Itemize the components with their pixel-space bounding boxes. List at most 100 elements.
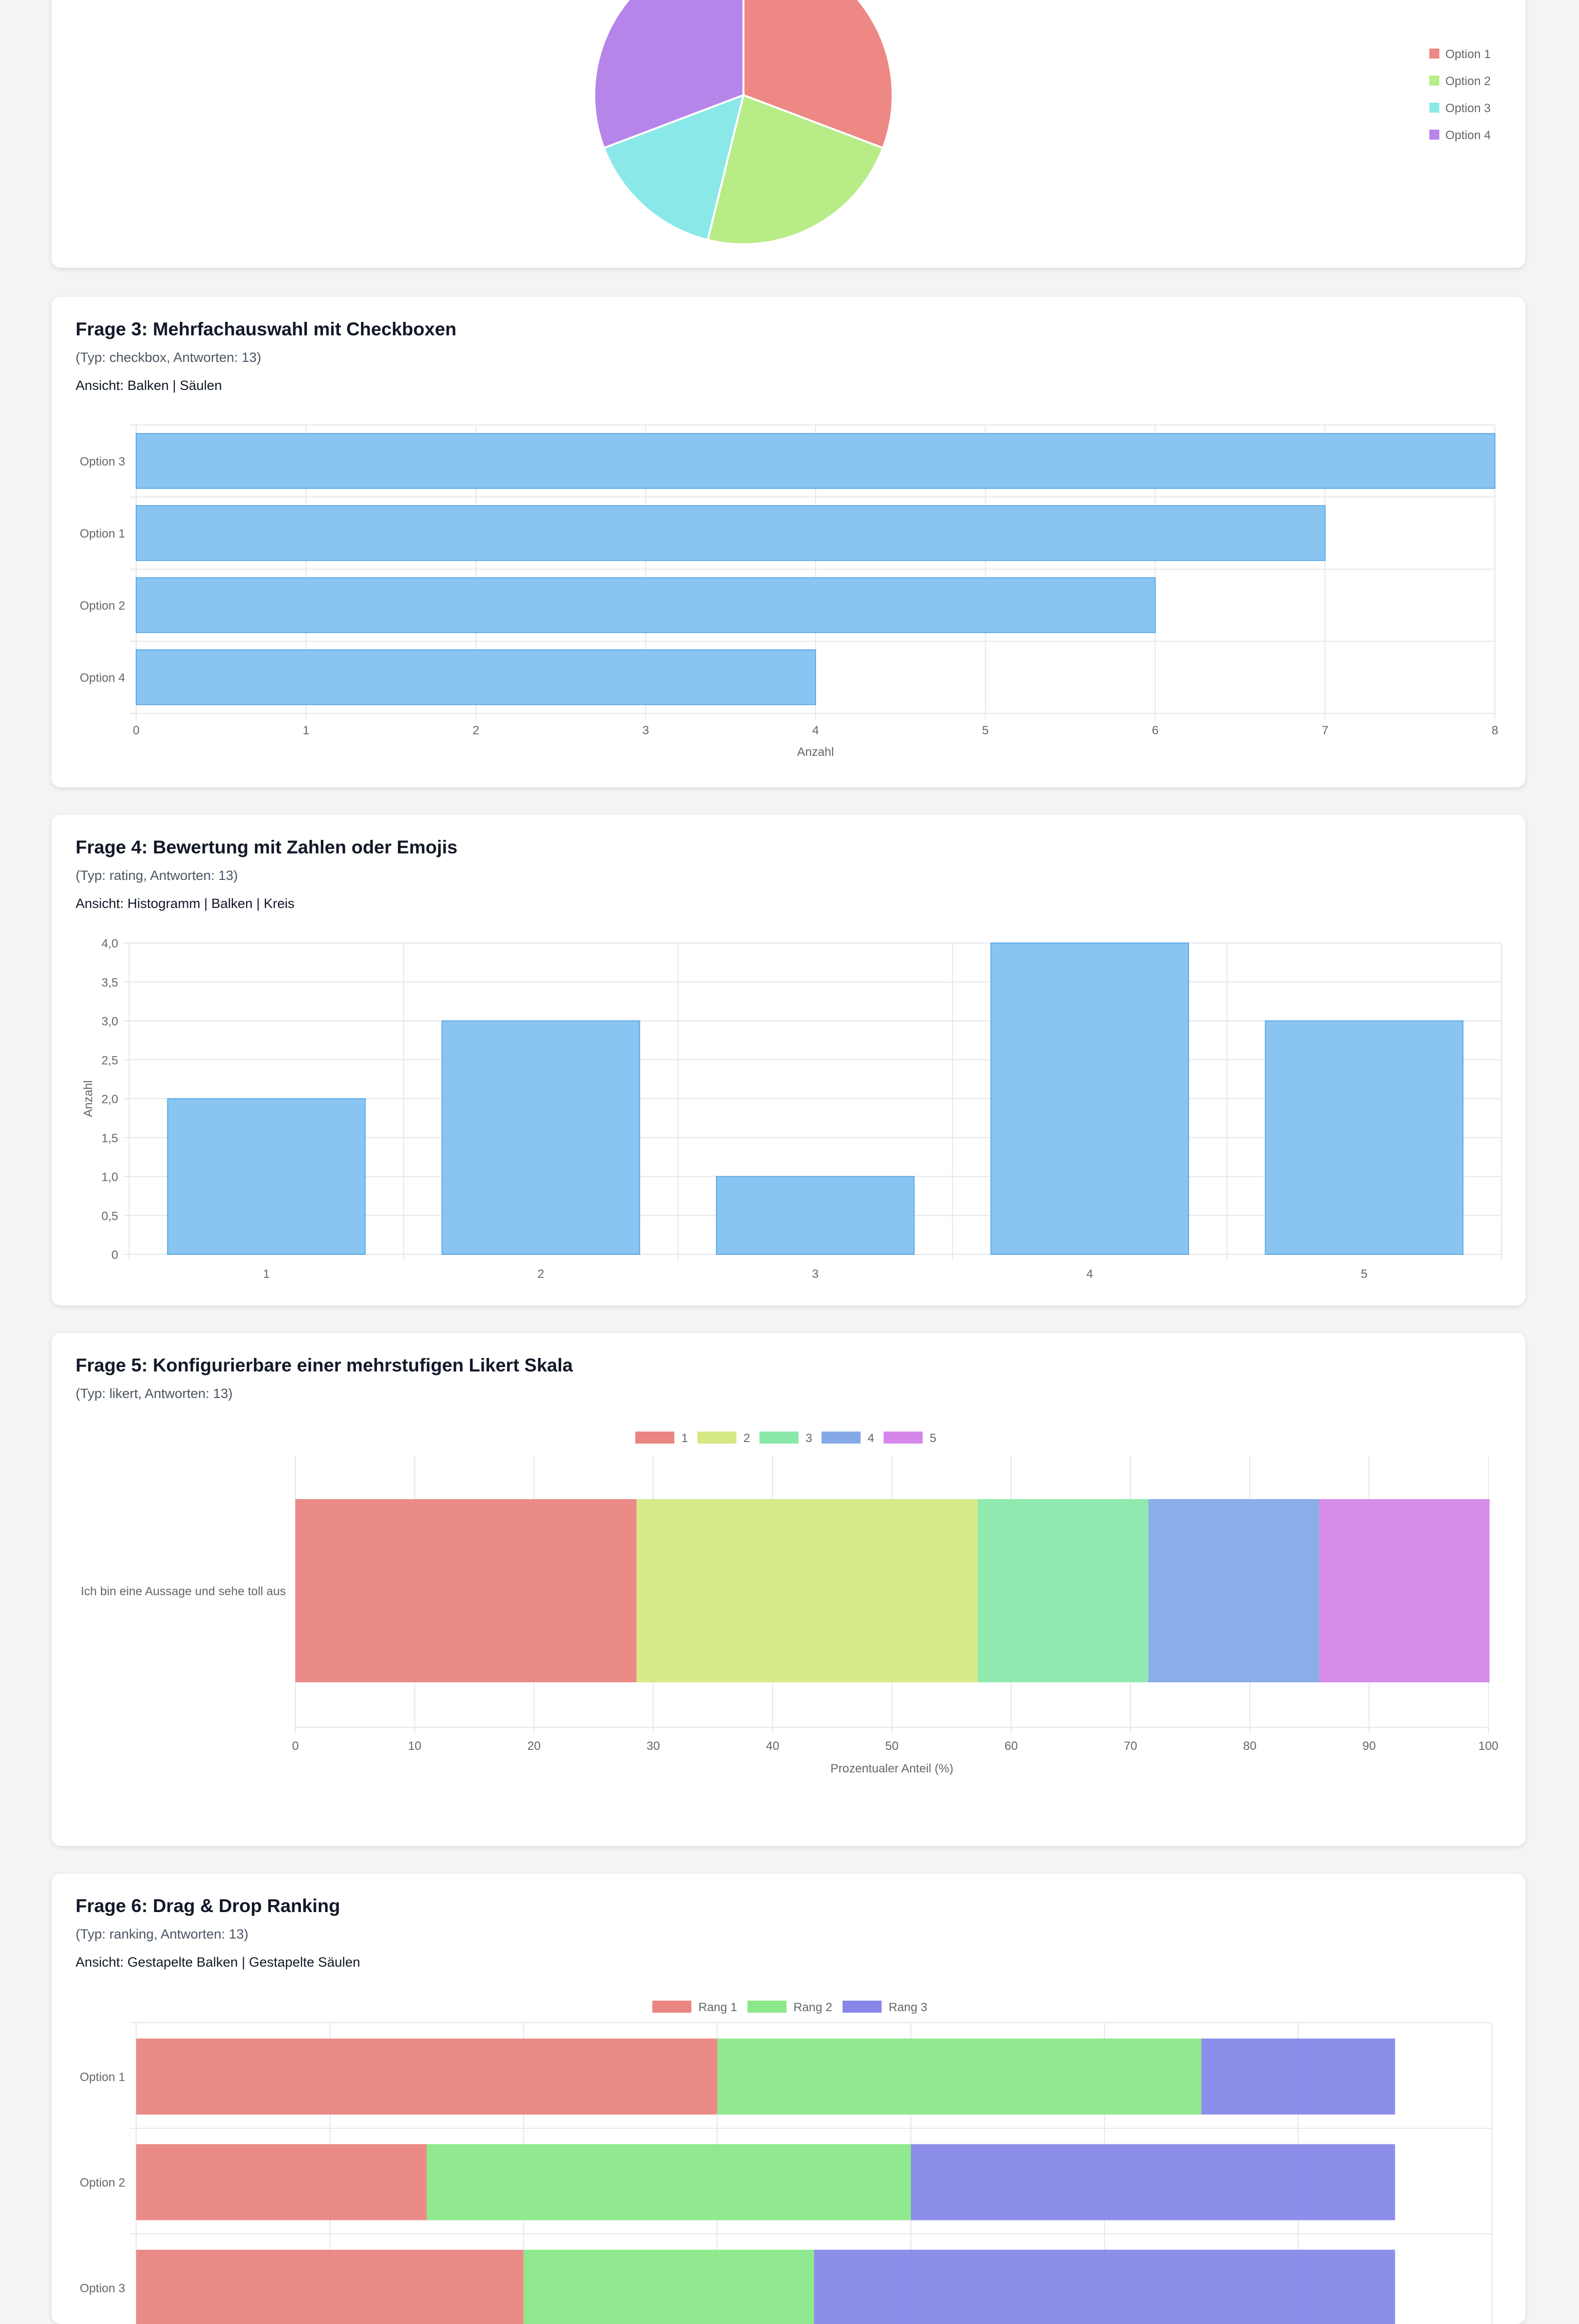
y-tick-label: 3,5 xyxy=(102,976,118,990)
legend-swatch xyxy=(759,1432,799,1444)
x-tick-label: 8 xyxy=(1491,724,1498,737)
legend-label: 2 xyxy=(743,1432,750,1445)
y-axis-title: Anzahl xyxy=(82,1080,95,1117)
x-tick-label: 10 xyxy=(408,1739,422,1753)
pie-slice xyxy=(742,0,894,150)
pie-chart: Option 1 Option 2 Option 3 Option 4 xyxy=(593,0,1491,245)
bar xyxy=(136,433,1495,489)
view-switcher: Ansicht: Gestapelte Balken | Gestapelte … xyxy=(76,1955,360,1970)
legend-label: Rang 2 xyxy=(794,2001,832,2014)
x-tick-label: 50 xyxy=(885,1739,899,1753)
bar-segment xyxy=(1319,1499,1490,1682)
horizontal-bar-chart: 0 1 2 3 4 5 6 7 8 Option 3 Option 1 Option 2 Option … xyxy=(80,424,1498,759)
bar-segment xyxy=(427,2144,911,2220)
vertical-bar-chart: 0 0,5 1,0 1,5 2,0 2,5 3,0 3,5 4,0 1 2 3 4 5 Anzahl xyxy=(82,937,1502,1281)
y-tick-label: 4,0 xyxy=(102,937,118,951)
view-label: Ansicht: xyxy=(76,896,128,911)
x-axis-title: Prozentualer Anteil (%) xyxy=(831,1762,953,1775)
pie-slice xyxy=(706,94,885,245)
view-label: Ansicht: xyxy=(76,378,128,393)
question-title: Frage 4: Bewertung mit Zahlen oder Emoji… xyxy=(76,837,458,857)
x-tick-label: 80 xyxy=(1243,1739,1257,1753)
ranking-stacked-chart: Option 1 Option 2 Option 3 Rang 1 Rang 2 Rang… xyxy=(80,2001,1492,2324)
view-switcher: Ansicht: Balken | Säulen xyxy=(76,378,222,393)
x-tick-label: 30 xyxy=(647,1739,660,1753)
y-tick-label: 3,0 xyxy=(102,1015,118,1029)
question-card-4: Frage 4: Bewertung mit Zahlen oder Emoji… xyxy=(52,815,1525,1305)
legend-swatch xyxy=(1429,103,1439,113)
view-separator: | xyxy=(169,378,180,393)
y-tick-label: Option 1 xyxy=(80,2071,125,2084)
bar-segment xyxy=(636,1499,978,1682)
bar xyxy=(136,505,1326,561)
legend-label: 3 xyxy=(806,1432,812,1445)
legend-label: Rang 3 xyxy=(889,2001,927,2014)
bar-segment xyxy=(814,2249,1395,2324)
x-tick-label: 5 xyxy=(1361,1267,1367,1281)
view-option-gestapelte-saeulen[interactable]: Gestapelte Säulen xyxy=(249,1955,360,1970)
y-tick-label: Ich bin eine Aussage und sehe toll aus xyxy=(81,1585,286,1598)
bar xyxy=(441,1020,640,1255)
y-tick-label: Option 1 xyxy=(80,527,125,541)
legend-swatch xyxy=(652,2001,691,2013)
legend-label: Rang 1 xyxy=(698,2001,737,2014)
x-tick-label: 100 xyxy=(1478,1739,1498,1753)
legend-label: Option 1 xyxy=(1445,48,1491,61)
legend-label: 1 xyxy=(681,1432,688,1445)
question-meta: (Typ: ranking, Antworten: 13) xyxy=(76,1927,249,1942)
question-title: Frage 3: Mehrfachauswahl mit Checkboxen xyxy=(76,319,457,339)
view-separator: | xyxy=(252,896,264,911)
legend-swatch xyxy=(884,1432,923,1444)
y-tick-label: Option 2 xyxy=(80,2176,125,2190)
x-tick-label: 4 xyxy=(1086,1267,1093,1281)
bar-segment xyxy=(136,2249,524,2324)
x-tick-label: 40 xyxy=(766,1739,779,1753)
view-option-balken[interactable]: Balken xyxy=(211,896,253,911)
x-tick-label: 90 xyxy=(1362,1739,1376,1753)
likert-stacked-chart: 0 10 20 30 40 50 60 70 80 90 100 Ich bin eine Aussa… xyxy=(81,1432,1498,1775)
view-option-saeulen[interactable]: Säulen xyxy=(180,378,222,393)
y-tick-label: Option 4 xyxy=(80,671,125,685)
legend-swatch xyxy=(843,2001,882,2013)
bar-segment xyxy=(978,1499,1148,1682)
legend-label: Option 3 xyxy=(1445,102,1491,115)
view-separator: | xyxy=(200,896,212,911)
x-tick-label: 2 xyxy=(538,1267,544,1281)
y-tick-label: 2,0 xyxy=(102,1093,118,1106)
y-tick-label: 0 xyxy=(112,1248,118,1262)
view-option-kreis[interactable]: Kreis xyxy=(263,896,295,911)
x-axis-title: Anzahl xyxy=(797,745,834,759)
pie-slice xyxy=(602,93,745,241)
x-tick-label: 2 xyxy=(473,724,479,737)
view-label: Ansicht: xyxy=(76,1955,128,1970)
question-card-5: Frage 5: Konfigurierbare einer mehrstufi… xyxy=(52,1333,1525,1846)
question-meta: (Typ: likert, Antworten: 13) xyxy=(76,1386,233,1401)
legend-swatch xyxy=(697,1432,736,1444)
pie-slice xyxy=(593,0,744,150)
bar xyxy=(990,943,1190,1255)
bar xyxy=(716,1176,915,1255)
legend-swatch xyxy=(1429,76,1439,86)
legend-swatch xyxy=(635,1432,674,1444)
bar-segment xyxy=(523,2249,814,2324)
y-tick-label: Option 3 xyxy=(80,2282,125,2295)
bar xyxy=(136,577,1156,633)
question-meta: (Typ: rating, Antworten: 13) xyxy=(76,868,238,883)
x-tick-label: 1 xyxy=(263,1267,269,1281)
y-tick-label: 1,5 xyxy=(102,1132,118,1145)
bar xyxy=(167,1098,366,1255)
bar-segment xyxy=(1201,2038,1395,2115)
view-option-gestapelte-balken[interactable]: Gestapelte Balken xyxy=(127,1955,238,1970)
view-option-histogramm[interactable]: Histogramm xyxy=(127,896,201,911)
y-tick-label: Option 3 xyxy=(80,455,125,469)
x-tick-label: 6 xyxy=(1152,724,1158,737)
bar-segment xyxy=(136,2038,717,2115)
view-option-balken[interactable]: Balken xyxy=(127,378,169,393)
question-card-2: Option 1 Option 2 Option 3 Option 4 xyxy=(52,0,1525,268)
bar xyxy=(136,649,816,705)
legend-swatch xyxy=(822,1432,861,1444)
x-tick-label: 5 xyxy=(982,724,989,737)
legend-label: Option 2 xyxy=(1445,75,1491,88)
view-switcher: Ansicht: Histogramm | Balken | Kreis xyxy=(76,896,294,911)
x-tick-label: 70 xyxy=(1124,1739,1137,1753)
